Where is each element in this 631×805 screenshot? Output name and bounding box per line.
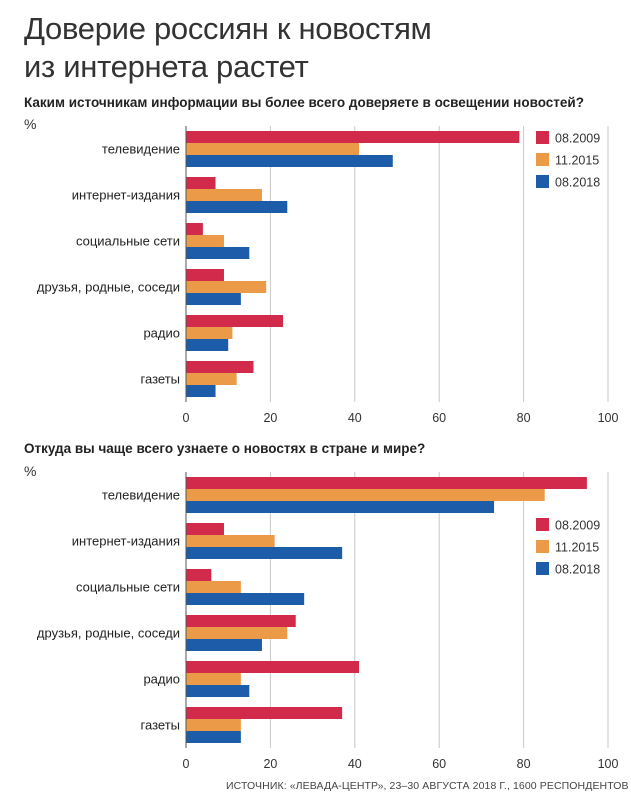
chart1-category-label: телевидение (102, 142, 180, 157)
chart1-bar (186, 235, 224, 247)
chart1-legend-swatch (536, 131, 549, 144)
page-title: Доверие россиян к новостям из интернета … (24, 10, 432, 86)
chart1-legend-label: 08.2009 (555, 132, 600, 146)
chart1-category-label: газеты (141, 372, 180, 387)
chart1-tick-label: 40 (348, 411, 362, 425)
chart1-category-label: социальные сети (76, 234, 180, 249)
chart2-tick-label: 100 (598, 757, 619, 771)
chart1-bar (186, 269, 224, 281)
chart1-tick-label: 20 (263, 411, 277, 425)
chart2-category-label: газеты (141, 718, 180, 733)
chart2-bar (186, 685, 250, 697)
chart1-bar (186, 247, 250, 259)
chart1-tick-label: 0 (183, 411, 190, 425)
chart2-category-label: телевидение (102, 488, 180, 503)
chart2-bar (186, 719, 241, 731)
chart1-legend-swatch (536, 175, 549, 188)
chart1-bar (186, 373, 237, 385)
chart2-legend-swatch (536, 540, 549, 553)
chart2-bar (186, 615, 296, 627)
chart2-bar (186, 569, 212, 581)
chart1-unit-label: % (24, 116, 37, 132)
chart1-bar (186, 293, 241, 305)
chart1-trust: 0 20 40 60 80 100 телевидение интернет-издания с… (37, 126, 619, 425)
chart2-legend-label: 08.2009 (555, 519, 600, 533)
chart2-category-label: друзья, родные, соседи (37, 626, 180, 641)
chart2-category-label: радио (143, 672, 180, 687)
chart1-legend-label: 11.2015 (555, 154, 599, 168)
chart1-bar (186, 189, 262, 201)
chart2-bar (186, 707, 343, 719)
chart2-bar (186, 489, 545, 501)
chart2-bar (186, 535, 275, 547)
title-line-1: Доверие россиян к новостям (24, 11, 432, 46)
source-note: ИСТОЧНИК: «ЛЕВАДА-ЦЕНТР», 23–30 АВГУСТА … (226, 780, 629, 792)
chart1-tick-label: 60 (432, 411, 446, 425)
chart1-category-label: друзья, родные, соседи (37, 280, 180, 295)
chart2-sources: 0 20 40 60 80 100 телевидение интернет-издания с… (37, 472, 619, 771)
chart2-tick-label: 60 (432, 757, 446, 771)
chart2-legend-swatch (536, 562, 549, 575)
chart2-category-label: социальные сети (76, 580, 180, 595)
chart1-legend-label: 08.2018 (555, 176, 600, 190)
chart1-bar (186, 131, 520, 143)
chart1-legend-swatch (536, 153, 549, 166)
chart2-tick-label: 80 (517, 757, 531, 771)
chart1-category-label: радио (143, 326, 180, 341)
chart2-tick-label: 20 (263, 757, 277, 771)
chart1-category-label: интернет-издания (72, 188, 180, 203)
chart2-question: Откуда вы чаще всего узнаете о новостях … (24, 441, 426, 456)
chart1-bar (186, 339, 229, 351)
chart1-tick-label: 100 (598, 411, 619, 425)
chart2-bar (186, 547, 343, 559)
chart2-bar (186, 673, 241, 685)
chart1-bar (186, 177, 216, 189)
chart2-bar (186, 581, 241, 593)
chart2-bar (186, 731, 241, 743)
title-line-2: из интернета растет (24, 49, 309, 84)
chart2-legend-label: 11.2015 (555, 541, 599, 555)
chart2-bar (186, 523, 224, 535)
chart1-bar (186, 155, 393, 167)
chart1-bar (186, 201, 288, 213)
chart2-legend-label: 08.2018 (555, 563, 600, 577)
chart2-unit-label: % (24, 463, 37, 479)
chart1-bar (186, 361, 254, 373)
chart2-bar (186, 661, 360, 673)
chart1-bar (186, 143, 360, 155)
chart2-tick-label: 0 (183, 757, 190, 771)
chart1-bar (186, 223, 203, 235)
chart2-legend-swatch (536, 518, 549, 531)
chart2-bar (186, 501, 495, 513)
chart1-bar (186, 385, 216, 397)
chart1-tick-label: 80 (517, 411, 531, 425)
chart2-tick-label: 40 (348, 757, 362, 771)
chart1-bar (186, 281, 267, 293)
chart1-bar (186, 315, 284, 327)
chart2-bar (186, 639, 262, 651)
chart1-question: Каким источникам информации вы более все… (24, 95, 584, 110)
chart2-bar (186, 477, 587, 489)
chart2-category-label: интернет-издания (72, 534, 180, 549)
chart2-bar (186, 593, 305, 605)
chart2-bar (186, 627, 288, 639)
chart1-bar (186, 327, 233, 339)
